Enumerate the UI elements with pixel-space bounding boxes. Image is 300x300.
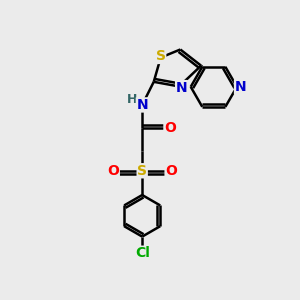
Text: O: O — [107, 164, 119, 178]
Text: O: O — [164, 121, 176, 135]
Text: N: N — [176, 81, 187, 94]
Text: H: H — [127, 93, 137, 106]
Text: S: S — [137, 164, 147, 178]
Text: N: N — [136, 98, 148, 112]
Text: O: O — [165, 164, 177, 178]
Text: N: N — [235, 80, 246, 94]
Text: Cl: Cl — [135, 246, 150, 260]
Text: S: S — [156, 50, 166, 63]
